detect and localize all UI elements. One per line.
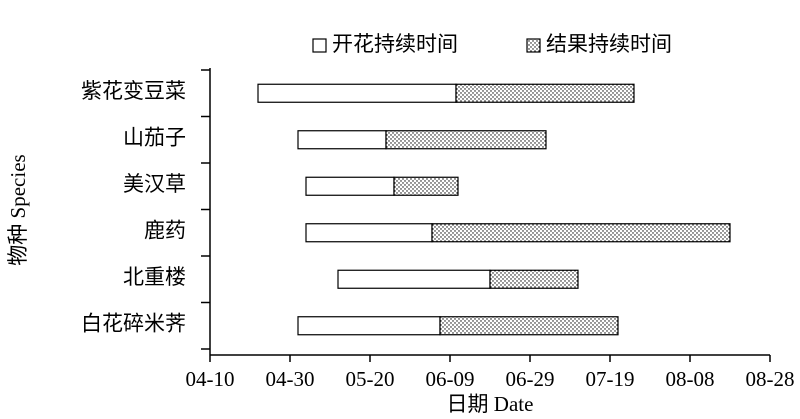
y-tick-label: 鹿药 <box>144 219 186 243</box>
bar <box>297 316 441 336</box>
legend-swatch <box>312 38 327 53</box>
x-tick-label: 08-08 <box>666 367 715 391</box>
bar <box>439 316 619 336</box>
bar <box>305 223 433 243</box>
bar <box>431 223 731 243</box>
bar <box>257 83 457 103</box>
legend-swatch <box>526 38 541 53</box>
x-tick-label: 07-19 <box>586 367 635 391</box>
bar <box>385 130 547 150</box>
x-tick-label: 08-28 <box>746 367 795 391</box>
bar <box>305 176 395 196</box>
x-tick-label: 04-10 <box>186 367 235 391</box>
legend-label: 开花持续时间 <box>332 32 458 56</box>
bar <box>489 269 579 289</box>
bar <box>337 269 491 289</box>
legend-label: 结果持续时间 <box>546 32 672 56</box>
x-axis-label: 日期 Date <box>447 392 534 416</box>
x-tick-label: 06-09 <box>426 367 475 391</box>
x-tick-label: 06-29 <box>506 367 555 391</box>
y-tick-label: 北重楼 <box>123 265 186 289</box>
y-axis-label: 物种 Species <box>6 154 30 265</box>
x-tick-label: 05-20 <box>346 367 395 391</box>
bar <box>455 83 635 103</box>
x-tick-label: 04-30 <box>266 367 315 391</box>
bar <box>393 176 459 196</box>
y-tick-label: 白花碎米荠 <box>81 312 186 336</box>
y-tick-label: 山茄子 <box>123 126 186 150</box>
y-tick-label: 紫花变豆菜 <box>81 79 186 103</box>
y-tick-label: 美汉草 <box>123 172 186 196</box>
bar <box>297 130 387 150</box>
